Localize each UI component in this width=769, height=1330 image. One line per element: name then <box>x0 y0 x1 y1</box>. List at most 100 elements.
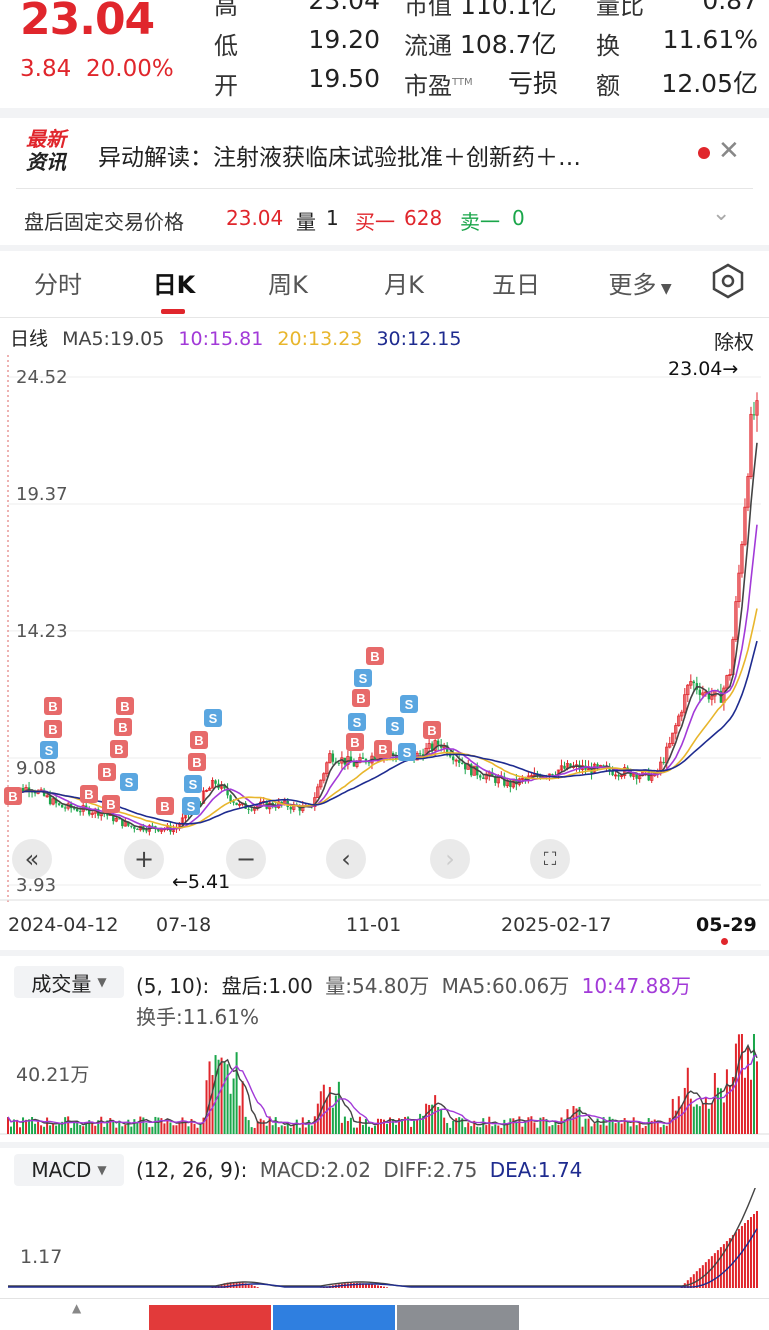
adjust-toggle[interactable]: 除权 <box>714 326 754 355</box>
volume-bar <box>588 1119 590 1134</box>
volume-bar <box>741 1034 743 1134</box>
previous-button[interactable]: ‹ <box>326 839 366 879</box>
macd-value: MACD:2.02 <box>260 1158 371 1182</box>
volume-bar <box>248 1120 250 1134</box>
scroll-back-button[interactable]: « <box>12 839 52 879</box>
volume-bar <box>425 1104 427 1134</box>
volume-bar <box>470 1126 472 1134</box>
volume-bar <box>221 1058 223 1134</box>
buy-signal-badge[interactable]: B <box>4 787 22 805</box>
buy-signal-badge[interactable]: B <box>352 689 370 707</box>
sell-signal-badge[interactable]: S <box>204 709 222 727</box>
volume-bar <box>139 1117 141 1134</box>
tab-daily[interactable]: 日K <box>136 265 212 300</box>
buy-signal-badge[interactable]: B <box>44 697 62 715</box>
volume-bar <box>753 1034 755 1134</box>
volume-bar <box>720 1088 722 1134</box>
buy-signal-badge[interactable]: B <box>114 718 132 736</box>
buy-signal-badge[interactable]: B <box>116 697 134 715</box>
next-button[interactable]: › <box>430 839 470 879</box>
volume-bar <box>648 1118 650 1134</box>
buy-signal-badge[interactable]: B <box>102 795 120 813</box>
volume-bar <box>245 1117 247 1134</box>
buy-signal-badge[interactable]: B <box>110 740 128 758</box>
macd-bar <box>729 1238 731 1288</box>
volume-bar <box>37 1122 39 1134</box>
sell-signal-badge[interactable]: S <box>182 797 200 815</box>
kline-chart[interactable]: 24.52 19.37 14.23 9.08 3.93 23.04→ ←5.41… <box>0 355 769 905</box>
buy-signal-badge[interactable]: B <box>80 785 98 803</box>
candle-body <box>61 805 63 808</box>
volume-bar <box>341 1123 343 1134</box>
action-blue-button[interactable] <box>273 1305 395 1330</box>
buy-signal-badge[interactable]: B <box>98 763 116 781</box>
volume-vol: 量:54.80万 <box>325 974 429 998</box>
volume-bar <box>58 1124 60 1134</box>
close-icon[interactable]: ✕ <box>718 136 740 166</box>
ma-legend: 日线 MA5:19.05 10:15.81 20:13.23 30:12.15 <box>10 324 760 354</box>
after-hours-row[interactable]: 盘后固定交易价格 23.04 量 1 买一 628 卖一 0 ⌄ <box>0 189 769 245</box>
macd-panel[interactable]: MACD▼ (12, 26, 9): MACD:2.02 DIFF:2.75 D… <box>0 1148 769 1298</box>
buy-signal-badge[interactable]: B <box>423 721 441 739</box>
volume-bar <box>16 1120 18 1134</box>
buy-signal-badge[interactable]: B <box>188 753 206 771</box>
sell-signal-badge[interactable]: S <box>120 773 138 791</box>
settings-hexagon-icon[interactable] <box>710 263 746 299</box>
sell-signal-badge[interactable]: S <box>348 713 366 731</box>
candle-body <box>693 682 695 684</box>
volume-bar <box>275 1117 277 1134</box>
volume-bar <box>365 1119 367 1134</box>
tab-monthly[interactable]: 月K <box>366 265 442 300</box>
tab-weekly[interactable]: 周K <box>250 265 326 300</box>
tab-more[interactable]: 更多 ▼ <box>600 265 680 300</box>
volume-panel[interactable]: 成交量▼ (5, 10): 盘后:1.00 量:54.80万 MA5:60.06… <box>0 956 769 1142</box>
volume-bar <box>494 1124 496 1134</box>
x-tick-2: 07-18 <box>156 914 211 936</box>
tab-intraday[interactable]: 分时 <box>20 265 96 300</box>
buy-signal-badge[interactable]: B <box>346 733 364 751</box>
volume-bar <box>64 1117 66 1134</box>
buy-signal-badge[interactable]: B <box>156 797 174 815</box>
volume-bar <box>236 1052 238 1134</box>
volume-bar <box>681 1105 683 1134</box>
volume-bar <box>506 1125 508 1134</box>
sell-signal-badge[interactable]: S <box>398 743 416 761</box>
sell-signal-badge[interactable]: S <box>354 669 372 687</box>
macd-bar <box>708 1259 710 1288</box>
volume-bar <box>239 1106 241 1134</box>
buy-signal-badge[interactable]: B <box>366 647 384 665</box>
volume-bar <box>521 1127 523 1134</box>
chevron-down-icon[interactable]: ⌄ <box>712 201 730 226</box>
volume-bar <box>332 1108 334 1134</box>
candle-body <box>332 754 334 762</box>
macd-indicator-select[interactable]: MACD▼ <box>14 1154 124 1186</box>
volume-indicator-select[interactable]: 成交量▼ <box>14 966 124 998</box>
ma5-label: MA5:19.05 <box>62 328 164 350</box>
sell-signal-badge[interactable]: S <box>40 741 58 759</box>
sell-signal-badge[interactable]: S <box>400 695 418 713</box>
tab-five-day[interactable]: 五日 <box>478 265 554 300</box>
volume-bar <box>70 1128 72 1134</box>
buy-signal-badge[interactable]: B <box>190 731 208 749</box>
value-amount: 12.05亿 <box>650 64 758 100</box>
volume-bar <box>491 1126 493 1134</box>
volume-bar <box>756 1061 758 1134</box>
buy-signal-badge[interactable]: B <box>44 720 62 738</box>
sell-signal-badge[interactable]: S <box>386 717 404 735</box>
zoom-out-button[interactable]: − <box>226 839 266 879</box>
divider <box>0 317 769 318</box>
action-gray-button[interactable] <box>397 1305 519 1330</box>
volume-bar <box>362 1125 364 1134</box>
macd-bar <box>693 1274 695 1288</box>
dea-line <box>8 1229 757 1287</box>
volume-bar <box>100 1117 102 1134</box>
buy-signal-badge[interactable]: B <box>374 740 392 758</box>
candle-body <box>290 807 292 809</box>
zoom-in-button[interactable]: + <box>124 839 164 879</box>
candle-body <box>73 808 75 809</box>
volume-bar <box>693 1107 695 1134</box>
sell-signal-badge[interactable]: S <box>184 775 202 793</box>
fullscreen-icon[interactable]: ⛶ <box>530 839 570 879</box>
action-red-button[interactable] <box>149 1305 271 1330</box>
news-banner[interactable]: 最新 资讯 异动解读：注射液获临床试验批准＋创新药＋… ✕ <box>0 118 769 188</box>
